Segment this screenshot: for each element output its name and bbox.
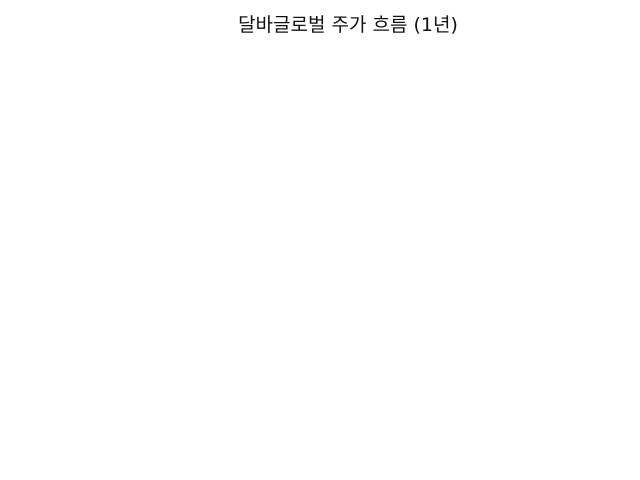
chart-title: 달바글로벌 주가 흐름 (1년)	[238, 14, 458, 36]
